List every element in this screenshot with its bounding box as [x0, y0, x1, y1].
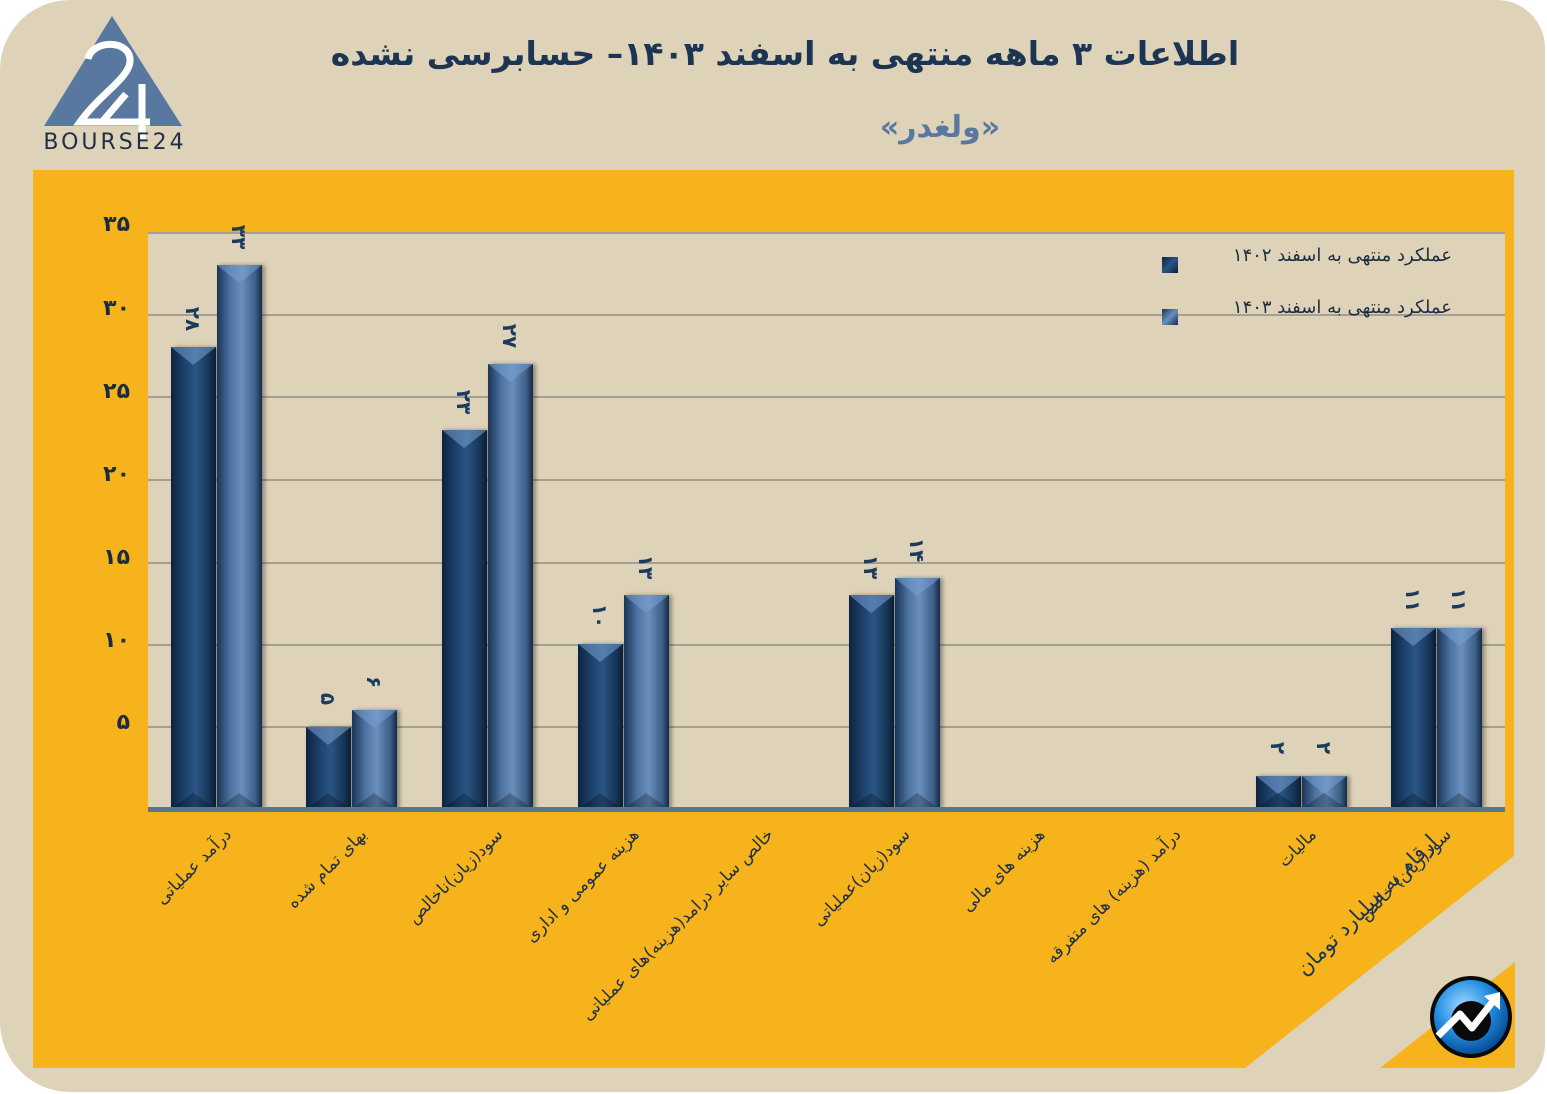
bar-s1 — [442, 429, 487, 810]
legend-swatch-1402-icon — [1162, 257, 1178, 273]
chart-title: اطلاعات ۳ ماهه منتهی به اسفند ۱۴۰۳– حساب… — [330, 34, 1240, 73]
gridline-30 — [148, 314, 1505, 316]
bar-s1 — [1256, 776, 1301, 809]
bar-value-label: ۵ — [316, 692, 340, 705]
gridline-10 — [148, 644, 1505, 646]
bar-s2 — [1302, 776, 1347, 809]
gridline-5 — [148, 726, 1505, 728]
y-tick: ۳۰ — [103, 296, 130, 321]
bar-value-label: ۲۸ — [181, 307, 205, 332]
y-tick: ۱۰ — [103, 628, 130, 653]
legend-swatch-1403-icon — [1162, 309, 1178, 325]
legend-item-1403: عملکرد منتهی به اسفند ۱۴۰۳ — [1160, 295, 1470, 347]
bar-s2 — [217, 264, 262, 810]
gridline-25 — [148, 396, 1505, 398]
bar-value-label: ۱۴ — [905, 537, 929, 563]
bar-s2 — [895, 578, 940, 809]
y-tick: ۳۵ — [103, 212, 130, 237]
chart-subtitle: «ولغدر» — [879, 110, 1001, 145]
bar-s2 — [352, 710, 397, 809]
bar-value-label: ۲ — [1312, 741, 1336, 755]
gridline-35 — [148, 232, 1505, 234]
bar-value-label: ۲ — [1266, 741, 1290, 755]
y-tick: ۲۰ — [103, 462, 130, 487]
bar-s2 — [624, 594, 669, 810]
bar-s1 — [849, 594, 894, 810]
bar-value-label: ۱۰ — [588, 603, 612, 629]
growth-arrow-icon — [1430, 976, 1512, 1058]
bar-value-label: ۶ — [362, 675, 386, 689]
logo-text: BOURSE24 — [43, 130, 187, 155]
y-tick: ۵ — [116, 710, 130, 735]
y-tick: ۲۵ — [103, 379, 130, 404]
bars-layer: ۲۸ ۳۳ ۵ ۶ ۲۳ ۲۷ ۱۰ ۱۳ ۱۳ ۱۴ ۲ ۲ ۱۱ ۱۱ — [148, 225, 1505, 810]
legend-item-1402: عملکرد منتهی به اسفند ۱۴۰۲ — [1160, 243, 1470, 295]
gridline-20 — [148, 479, 1505, 481]
bar-s1 — [171, 347, 216, 809]
bar-value-label: ۳۳ — [227, 224, 251, 250]
bar-value-label: ۱۳ — [634, 554, 658, 579]
bar-s1 — [306, 726, 351, 810]
bar-value-label: ۱۱ — [1401, 587, 1425, 612]
x-axis-line — [148, 807, 1505, 812]
legend-label: عملکرد منتهی به اسفند ۱۴۰۲ — [1232, 245, 1452, 266]
legend-label: عملکرد منتهی به اسفند ۱۴۰۳ — [1232, 297, 1452, 318]
bourse24-logo-icon — [44, 16, 182, 139]
bar-value-label: ۲۳ — [452, 389, 476, 415]
bar-value-label: ۱۳ — [859, 554, 883, 579]
bar-value-label: ۲۷ — [498, 323, 522, 349]
legend: عملکرد منتهی به اسفند ۱۴۰۲ عملکرد منتهی … — [1160, 243, 1470, 347]
bar-s2 — [1437, 627, 1482, 810]
bar-value-label: ۱۱ — [1447, 587, 1471, 612]
bar-s1 — [578, 644, 623, 809]
bar-s2 — [488, 363, 533, 810]
gridline-15 — [148, 562, 1505, 564]
bar-s1 — [1391, 627, 1436, 810]
y-tick: ۱۵ — [103, 545, 130, 570]
